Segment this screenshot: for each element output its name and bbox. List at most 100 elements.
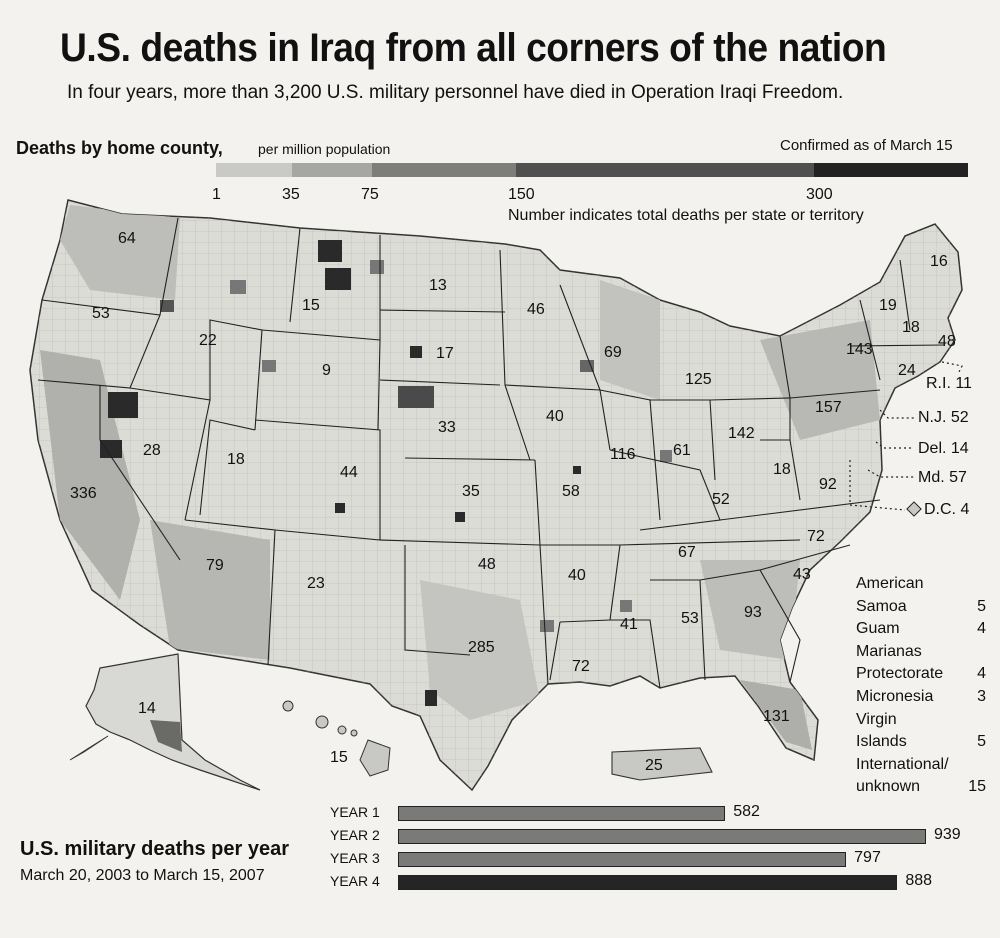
state-value-nh: 18 (902, 319, 920, 336)
legend-swatch-2 (292, 163, 372, 177)
year-bar (398, 806, 726, 821)
state-value-wi: 69 (604, 344, 622, 361)
legend-unit: per million population (258, 141, 391, 157)
legend-tick: 75 (361, 186, 379, 203)
state-value-hi: 15 (330, 749, 348, 766)
state-value-ne: 33 (438, 419, 456, 436)
state-value-wy: 9 (322, 362, 331, 379)
side-label-name: N.J. (918, 409, 947, 426)
territory-value: 5 (977, 733, 986, 751)
year-value: 582 (733, 803, 760, 820)
state-value-ca: 336 (70, 485, 97, 502)
state-value-ct: 24 (898, 362, 916, 379)
state-value-nv: 28 (143, 442, 161, 459)
state-value-mt: 15 (302, 297, 320, 314)
territory-row: Protectorate 4 (856, 663, 986, 686)
year-value: 797 (854, 849, 881, 866)
legend-tick: 35 (282, 186, 300, 203)
year-label: YEAR 3 (330, 850, 380, 866)
legend-tick: 1 (212, 186, 221, 203)
territory-value: 5 (977, 597, 986, 615)
state-value-ks: 35 (462, 483, 480, 500)
territory-value: 3 (977, 687, 986, 705)
state-value-la: 72 (572, 658, 590, 675)
territory-row: Micronesia 3 (856, 686, 986, 709)
state-value-oh: 142 (728, 425, 755, 442)
year-bar (398, 852, 847, 867)
state-value-sd: 17 (436, 345, 454, 362)
state-value-vt: 19 (879, 297, 897, 314)
side-label-name: R.I. (926, 375, 951, 392)
state-value-ut: 18 (227, 451, 245, 468)
territory-row: Guam 4 (856, 618, 986, 641)
state-value-il: 116 (610, 446, 636, 463)
leader-lines (849, 361, 963, 511)
confirmed-date: Confirmed as of March 15 (780, 137, 953, 154)
state-value-va: 92 (819, 476, 837, 493)
side-label-ri: R.I. 11 (926, 375, 972, 393)
side-label-name: Del. (918, 440, 947, 457)
territory-name: International/ (856, 755, 949, 773)
state-labels: 64 53 22 15 9 28 336 18 79 44 23 13 17 3… (70, 230, 956, 774)
state-value-nc: 72 (807, 528, 825, 545)
territory-row: American (856, 573, 986, 596)
alaska (69, 653, 261, 791)
territory-name: American (856, 575, 924, 592)
state-value-sc: 43 (793, 566, 811, 583)
side-label-name: D.C. (924, 501, 956, 518)
legend-tick: 150 (508, 186, 535, 203)
side-label-value: 11 (955, 375, 972, 392)
territory-name: Micronesia (856, 687, 934, 705)
state-value-in: 61 (673, 442, 691, 459)
legend-swatch-1 (216, 163, 292, 177)
side-label-name: Md. (918, 469, 945, 486)
side-label-nj: N.J. 52 (918, 409, 969, 427)
side-label-value: 4 (960, 501, 970, 518)
legend-tick: 300 (806, 186, 833, 203)
state-value-wa: 64 (118, 230, 136, 247)
state-value-ak: 14 (138, 700, 156, 717)
territory-value: 4 (977, 665, 986, 683)
page-subtitle: In four years, more than 3,200 U.S. mili… (67, 82, 844, 103)
state-value-mi: 125 (685, 371, 712, 388)
state-value-pa: 157 (815, 399, 842, 416)
state-value-ky: 52 (712, 491, 730, 508)
side-label-md: Md. 57 (918, 469, 967, 487)
state-value-az: 79 (206, 557, 224, 574)
year-value: 888 (905, 872, 933, 889)
territory-value: 4 (977, 620, 986, 638)
state-value-ma: 48 (938, 333, 956, 350)
yearly-chart-title: U.S. military deaths per year (20, 838, 290, 860)
yearly-chart-range: March 20, 2003 to March 15, 2007 (20, 867, 265, 884)
territory-name: Protectorate (856, 665, 944, 683)
state-value-co: 44 (340, 464, 358, 481)
territory-row: Samoa 5 (856, 596, 986, 619)
year-bar (398, 875, 898, 890)
state-value-tn: 67 (678, 544, 696, 561)
state-value-ms: 41 (620, 616, 638, 633)
territory-row: Marianas (856, 641, 986, 664)
state-value-id: 22 (199, 332, 217, 349)
legend-swatch-4 (516, 163, 814, 177)
territory-name: Virgin (856, 710, 897, 728)
state-value-or: 53 (92, 305, 110, 322)
side-label-de: Del. 14 (918, 440, 969, 458)
territory-row: International/ (856, 754, 986, 777)
state-value-fl: 131 (763, 708, 790, 725)
year-bar (398, 829, 926, 844)
territory-name: unknown (856, 778, 921, 796)
state-value-me: 16 (930, 253, 948, 270)
state-value-mn: 46 (527, 301, 545, 318)
territory-row: unknown 15 (856, 776, 986, 799)
puerto-rico (611, 747, 713, 781)
side-label-value: 52 (950, 409, 969, 426)
year-label: YEAR 2 (330, 827, 380, 843)
state-value-ok: 48 (478, 556, 496, 573)
state-value-tx: 285 (468, 639, 495, 656)
page-title: U.S. deaths in Iraq from all corners of … (60, 26, 887, 70)
legend-swatch-3 (372, 163, 516, 177)
year-label: YEAR 1 (330, 804, 380, 820)
state-value-pr: 25 (645, 757, 663, 774)
state-value-nd: 13 (429, 277, 447, 294)
